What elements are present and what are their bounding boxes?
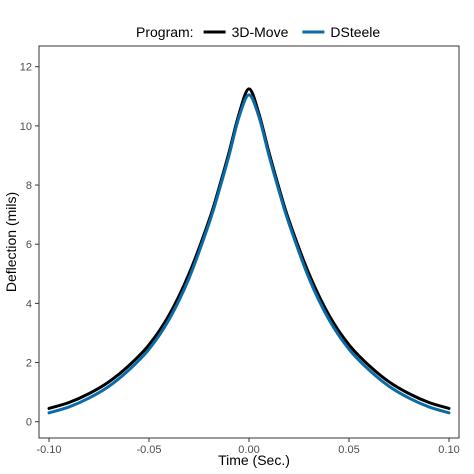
x-tick-label: 0.00 bbox=[238, 444, 259, 456]
series-line-3d-move bbox=[47, 87, 451, 410]
y-axis: 0 2 4 6 8 10 12 bbox=[20, 62, 39, 429]
y-tick-label: 12 bbox=[20, 62, 32, 74]
legend-label: DSteele bbox=[330, 24, 380, 40]
y-tick-label: 4 bbox=[26, 298, 32, 310]
legend-title: Program: bbox=[136, 24, 194, 40]
y-tick-label: 2 bbox=[26, 358, 32, 370]
y-tick-label: 6 bbox=[26, 239, 32, 251]
x-axis-title: Time (Sec.) bbox=[218, 452, 290, 468]
legend: Program: 3D-Move DSteele bbox=[136, 24, 380, 40]
y-tick-label: 8 bbox=[26, 180, 32, 192]
x-tick-label: 0.05 bbox=[338, 444, 359, 456]
series-lines bbox=[47, 87, 451, 415]
x-tick-label: -0.05 bbox=[136, 444, 161, 456]
legend-label: 3D-Move bbox=[232, 24, 289, 40]
y-tick-label: 0 bbox=[26, 417, 32, 429]
x-tick-label: -0.10 bbox=[36, 444, 61, 456]
y-tick-label: 10 bbox=[20, 121, 32, 133]
plot-frame bbox=[38, 45, 460, 439]
x-axis: -0.10 -0.05 0.00 0.05 0.10 bbox=[36, 438, 460, 456]
x-tick-label: 0.10 bbox=[438, 444, 459, 456]
series-line-dsteele bbox=[47, 93, 451, 415]
y-axis-title: Deflection (mils) bbox=[3, 192, 19, 292]
